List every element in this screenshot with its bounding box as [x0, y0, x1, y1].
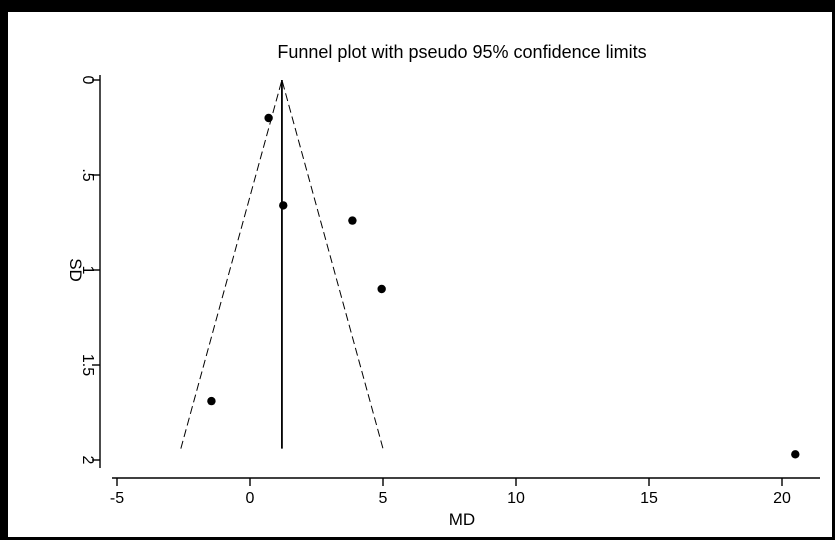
y-tick-label: 2: [79, 456, 96, 465]
data-point: [207, 396, 216, 406]
x-tick-label: -5: [110, 490, 124, 507]
x-axis-label: MD: [449, 510, 475, 529]
x-tick-label: 10: [507, 490, 525, 507]
chart-title: Funnel plot with pseudo 95% confidence l…: [277, 42, 646, 62]
data-point: [377, 284, 386, 294]
confidence-limit-lines: [180, 78, 384, 449]
y-tick-label: 0: [79, 76, 96, 85]
y-tick-label: 1: [79, 266, 96, 275]
data-point: [264, 113, 273, 123]
data-points: [207, 113, 800, 459]
y-axis-label: SD: [66, 258, 85, 282]
data-point: [279, 201, 288, 210]
x-axis-ticks: -5 0 5 10 15 20: [110, 478, 791, 507]
y-tick-label: .5: [79, 168, 96, 181]
data-point: [791, 450, 800, 459]
data-point: [348, 216, 357, 225]
x-tick-label: 15: [640, 490, 658, 507]
y-tick-label: 1.5: [79, 354, 96, 376]
y-axis-ticks: 0 .5 1 1.5 2: [79, 76, 100, 465]
x-tick-label: 0: [246, 490, 255, 507]
x-tick-label: 5: [379, 490, 388, 507]
x-tick-label: 20: [773, 490, 791, 507]
